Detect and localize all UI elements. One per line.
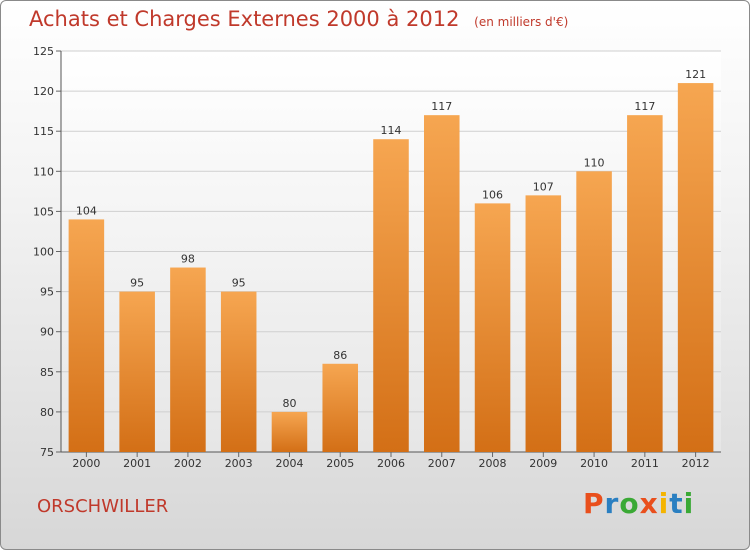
bar-value-label: 104	[76, 204, 97, 217]
logo-letter: x	[639, 487, 659, 520]
logo-letter: o	[619, 487, 640, 520]
logo-letter: P	[583, 487, 605, 520]
bar-value-label: 117	[634, 100, 655, 113]
bar	[170, 267, 206, 452]
bar-value-label: 95	[232, 277, 246, 290]
bar	[627, 115, 663, 452]
bar-value-label: 106	[482, 188, 503, 201]
proxiti-logo: Proxiti	[583, 487, 694, 520]
bar	[474, 203, 511, 452]
bar-value-label: 110	[584, 156, 605, 169]
y-tick-label: 125	[33, 45, 54, 58]
y-tick-label: 75	[40, 446, 54, 459]
bar	[119, 291, 155, 452]
bar	[677, 83, 714, 452]
y-tick-label: 100	[33, 246, 54, 259]
logo-letter: i	[683, 487, 695, 520]
x-tick-label: 2000	[72, 457, 100, 470]
logo-letter: t	[669, 487, 684, 520]
y-tick-label: 105	[33, 205, 54, 218]
x-tick-label: 2011	[631, 457, 659, 470]
chart-title: Achats et Charges Externes 2000 à 2012 (…	[29, 7, 568, 31]
bar-value-label: 80	[282, 397, 296, 410]
bar-value-label: 117	[431, 100, 452, 113]
y-tick-label: 95	[40, 286, 54, 299]
bar-value-label: 86	[333, 349, 347, 362]
bar	[322, 363, 358, 452]
bar-value-label: 121	[685, 68, 706, 81]
bar	[220, 291, 257, 452]
bar-value-label: 98	[181, 253, 195, 266]
logo-letter: r	[604, 487, 620, 520]
x-tick-label: 2004	[275, 457, 303, 470]
x-tick-label: 2010	[580, 457, 608, 470]
title-text: Achats et Charges Externes 2000 à 2012	[29, 7, 460, 31]
bar-value-label: 114	[381, 124, 402, 137]
bar	[576, 171, 612, 453]
x-tick-label: 2012	[682, 457, 710, 470]
x-tick-label: 2009	[529, 457, 557, 470]
x-tick-label: 2005	[326, 457, 354, 470]
y-tick-label: 120	[33, 85, 54, 98]
x-tick-label: 2007	[428, 457, 456, 470]
bar-value-label: 107	[533, 180, 554, 193]
bar-value-label: 95	[130, 277, 144, 290]
x-tick-label: 2003	[225, 457, 253, 470]
y-tick-label: 80	[40, 406, 54, 419]
bar	[271, 411, 308, 452]
bar	[373, 139, 409, 452]
y-tick-label: 110	[33, 165, 54, 178]
commune-name: ORSCHWILLER	[37, 496, 169, 517]
x-tick-label: 2001	[123, 457, 151, 470]
x-tick-label: 2008	[479, 457, 507, 470]
logo-letter: i	[658, 487, 670, 520]
bar	[68, 219, 105, 452]
y-tick-label: 85	[40, 366, 54, 379]
x-tick-label: 2006	[377, 457, 405, 470]
unit-note: (en milliers d'€)	[474, 15, 569, 29]
bar	[525, 195, 562, 453]
bar	[424, 115, 460, 452]
x-tick-label: 2002	[174, 457, 202, 470]
y-tick-label: 115	[33, 125, 54, 138]
y-tick-label: 90	[40, 326, 54, 339]
